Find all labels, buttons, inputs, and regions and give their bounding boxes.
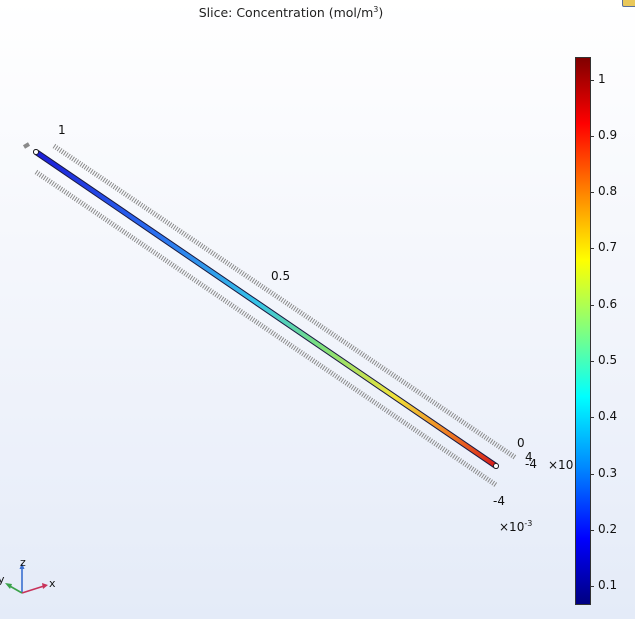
- bounding-box-edge-lower: [34, 169, 498, 488]
- x-axis-tick-4: 4: [525, 450, 533, 464]
- color-legend-tick-label: 0.1: [598, 578, 618, 593]
- color-legend-tick-label: 0.4: [598, 409, 618, 424]
- z-axis-tick-1: 1: [58, 123, 66, 137]
- color-legend-tick-label: 0.7: [598, 240, 618, 255]
- color-legend-tick: [590, 360, 594, 362]
- bounding-box-corner: [22, 142, 31, 149]
- color-legend-tick: [590, 192, 594, 194]
- color-legend-tick: [590, 304, 594, 306]
- x-axis-multiplier: ×10: [548, 458, 574, 472]
- color-legend-tick: [590, 473, 594, 475]
- color-legend-tick: [590, 529, 594, 531]
- concentration-slice-tube[interactable]: [34, 150, 498, 468]
- color-legend-bar: [575, 57, 591, 605]
- bounding-box-edge-upper: [52, 143, 518, 461]
- color-legend-tick-label: 0.6: [598, 296, 618, 311]
- color-legend-tick-label: 0.9: [598, 127, 618, 142]
- tube-end-point-start: [33, 149, 39, 155]
- color-legend-tick-label: 0.3: [598, 465, 618, 480]
- x-axis-tick-neg4: -4: [525, 457, 537, 471]
- color-legend-tick-label: 0.5: [598, 352, 618, 367]
- color-legend-tick: [590, 586, 594, 588]
- axis-orientation-triad: z x y: [0, 556, 56, 594]
- tube-end-point-end: [493, 463, 499, 469]
- z-axis-tick-0-5: 0.5: [271, 269, 291, 283]
- color-legend-tick-label: 0.8: [598, 184, 618, 199]
- triad-x-label: x: [49, 577, 56, 590]
- z-axis-tick-0: 0: [517, 436, 525, 450]
- 3d-plot-scene[interactable]: [0, 0, 570, 550]
- triad-z-label: z: [20, 556, 26, 569]
- triad-y-label: y: [0, 573, 5, 586]
- color-legend-tick: [590, 248, 594, 250]
- y-axis-tick-neg4: -4: [493, 494, 505, 508]
- y-axis-multiplier: ×10-3: [499, 519, 533, 534]
- plot-title: Slice: Concentration (mol/m3): [198, 5, 384, 21]
- toolbar-corner-icon[interactable]: [622, 0, 635, 7]
- color-legend-tick: [590, 79, 594, 81]
- color-legend-tick: [590, 135, 594, 137]
- color-legend-tick-label: 1: [598, 71, 606, 86]
- color-legend-tick: [590, 417, 594, 419]
- color-legend-tick-label: 0.2: [598, 521, 618, 536]
